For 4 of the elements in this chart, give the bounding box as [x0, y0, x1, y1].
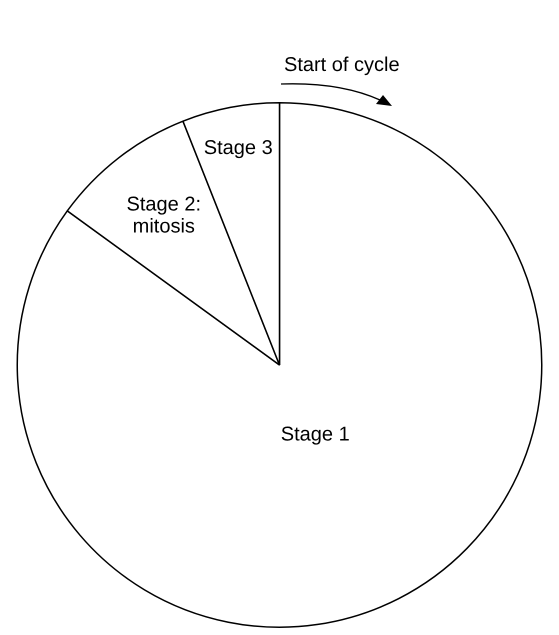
slice-label: Stage 1 [280, 424, 350, 446]
slice-label: Stage 2: mitosis [126, 193, 202, 238]
text: Start of cycle [284, 54, 400, 77]
slice-label: Stage 3 [204, 137, 273, 160]
